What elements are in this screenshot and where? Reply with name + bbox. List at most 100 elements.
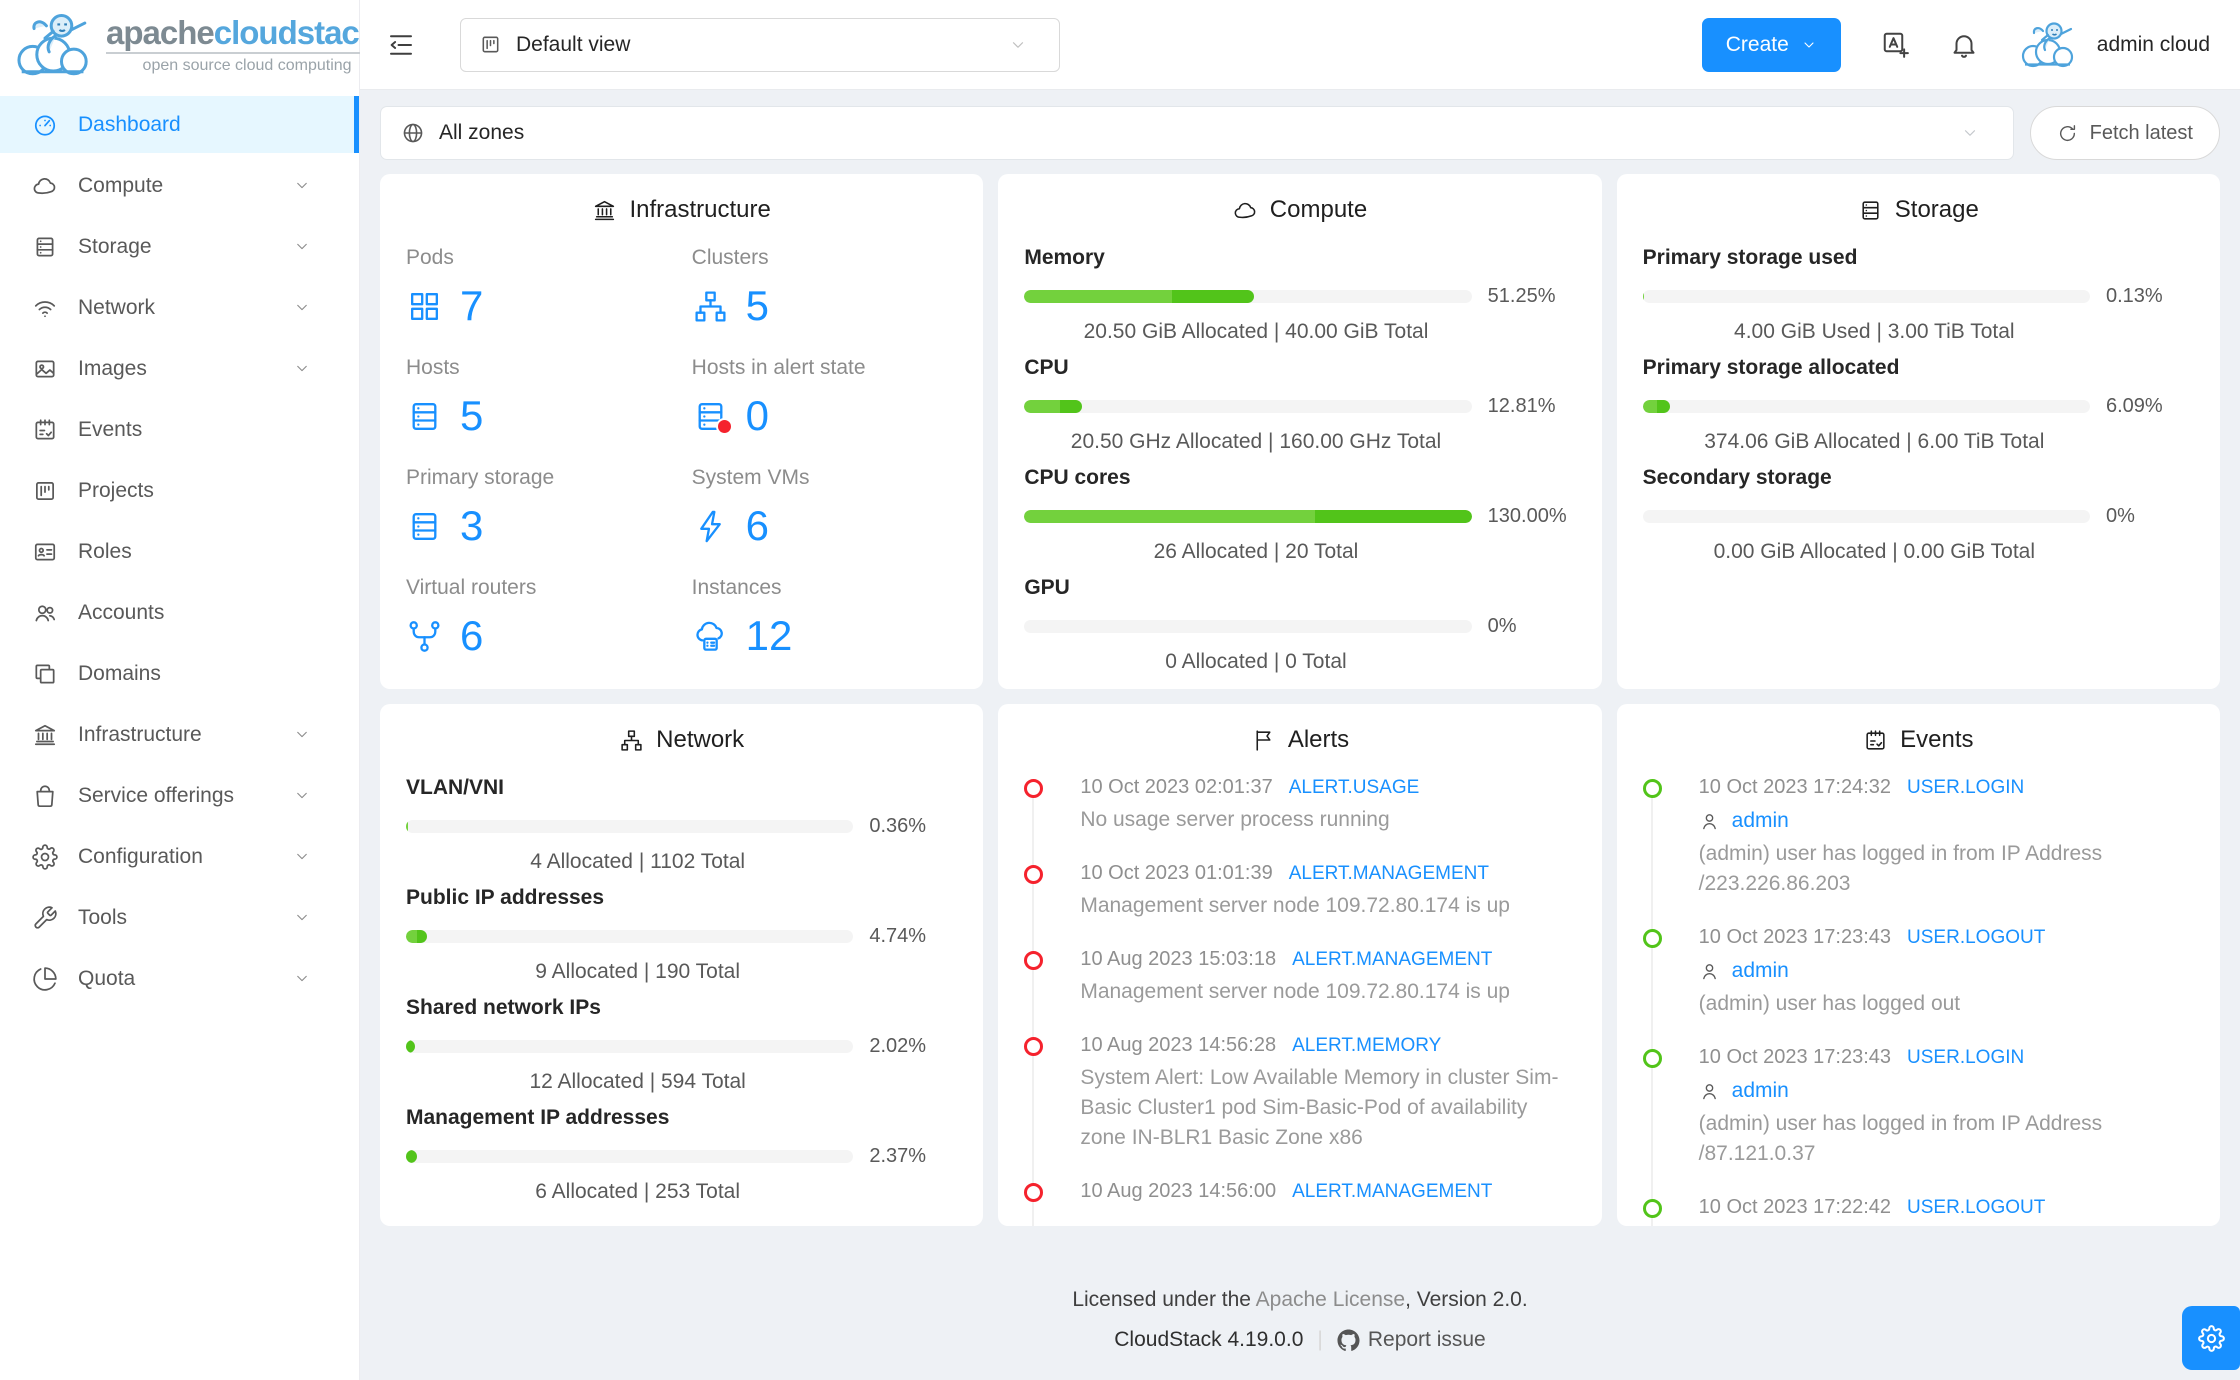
stat-primary-storage: Primary storage 3: [406, 466, 555, 549]
idcard-icon: [32, 539, 58, 565]
event-dot-icon: [1642, 1049, 1662, 1068]
chevron-down-icon: [289, 909, 315, 926]
theme-settings-button[interactable]: [2182, 1306, 2240, 1370]
chevron-down-icon: [289, 970, 315, 987]
stat-instances: Instances 12: [691, 576, 793, 659]
alert-type-link[interactable]: ALERT.MANAGEMENT: [1292, 949, 1493, 970]
chevron-down-icon: [289, 360, 315, 377]
alerts-timeline: 10 Oct 2023 02:01:37 ALERT.USAGE No usage…: [1024, 776, 1575, 1226]
event-type-link[interactable]: USER.LOGOUT: [1907, 927, 2046, 948]
alert-type-link[interactable]: ALERT.MANAGEMENT: [1292, 1181, 1493, 1202]
cluster-icon: [619, 728, 644, 753]
sidebar-item-infrastructure[interactable]: Infrastructure: [0, 706, 359, 763]
stat-primary-storage-value[interactable]: 3: [406, 505, 483, 547]
event-dot-icon: [1642, 1199, 1662, 1218]
chevron-down-icon: [289, 177, 315, 194]
team-icon: [32, 600, 58, 626]
alert-dot-icon: [1024, 951, 1044, 970]
stat-hosts-alert-value[interactable]: 0: [692, 395, 769, 437]
top-header: Default view Create admin cloud: [360, 0, 2240, 90]
notification-bell-icon[interactable]: [1949, 30, 1979, 60]
user-name[interactable]: admin cloud: [2096, 32, 2210, 56]
user-icon: [1699, 961, 1720, 982]
sidebar-item-events[interactable]: Events: [0, 401, 359, 458]
alert-type-link[interactable]: ALERT.MANAGEMENT: [1288, 863, 1489, 884]
dashboard-content: All zones Fetch latest Infrastructure: [360, 90, 2240, 1380]
wrench-icon: [32, 905, 58, 931]
metric-primary-storage-allocated: Primary storage allocated 6.09% 374.06 G…: [1642, 356, 2163, 453]
stat-clusters: Clusters 5: [691, 246, 770, 329]
stat-virtual-routers: Virtual routers 6: [406, 576, 537, 659]
stat-pods-value[interactable]: 7: [406, 285, 483, 327]
alerts-card: Alerts 10 Oct 2023 02:01:37 ALERT.USAGE N…: [998, 704, 1602, 1226]
sidebar-collapse-icon[interactable]: [386, 30, 416, 60]
event-user-link[interactable]: admin: [1731, 809, 1789, 832]
stat-hosts-value[interactable]: 5: [406, 395, 483, 437]
stat-hosts-alert: Hosts in alert state 0: [691, 356, 866, 439]
chevron-down-icon: [1961, 124, 1979, 142]
sidebar-item-tools[interactable]: Tools: [0, 889, 359, 946]
zone-select[interactable]: All zones: [380, 106, 2014, 160]
chevron-down-icon: [289, 848, 315, 865]
metric-vlan: VLAN/VNI 0.36% 4 Allocated | 1102 Total: [406, 776, 927, 873]
stat-system-vms: System VMs 6: [691, 466, 810, 549]
sidebar-item-roles[interactable]: Roles: [0, 523, 359, 580]
chevron-down-icon: [289, 238, 315, 255]
event-type-link[interactable]: USER.LOGIN: [1907, 1047, 2025, 1068]
report-issue-link[interactable]: Report issue: [1337, 1328, 1486, 1352]
shared-ip-progress-bar: [406, 1040, 854, 1053]
sidebar-item-storage[interactable]: Storage: [0, 218, 359, 275]
sidebar-item-compute[interactable]: Compute: [0, 157, 359, 214]
storage-card: Storage Primary storage used 0.13% 4.00 …: [1616, 174, 2220, 689]
sidebar-item-service-offerings[interactable]: Service offerings: [0, 767, 359, 824]
alert-item: 10 Aug 2023 15:03:18 ALERT.MANAGEMENT Man…: [1024, 948, 1575, 1007]
metric-memory: Memory 51.25% 20.50 GiB Allocated | 40.0…: [1024, 246, 1556, 343]
translate-icon[interactable]: [1881, 30, 1911, 60]
license-line: Licensed under the Apache License, Versi…: [1072, 1288, 1528, 1311]
sidebar-item-domains[interactable]: Domains: [0, 645, 359, 702]
chevron-down-icon: [1801, 37, 1817, 53]
sidebar-item-configuration[interactable]: Configuration: [0, 828, 359, 885]
zone-select-value: All zones: [439, 121, 525, 144]
app-logo[interactable]: apachecloudstack™ open source cloud comp…: [0, 0, 389, 90]
stat-clusters-value[interactable]: 5: [692, 285, 769, 327]
create-button[interactable]: Create: [1701, 17, 1841, 72]
event-type-link[interactable]: USER.LOGOUT: [1907, 1197, 2046, 1218]
sidebar-item-network[interactable]: Network: [0, 279, 359, 336]
sidebar-item-quota[interactable]: Quota: [0, 950, 359, 1007]
event-type-link[interactable]: USER.LOGIN: [1907, 777, 2025, 798]
chevron-down-icon: [289, 299, 315, 316]
infrastructure-card: Infrastructure Pods 7 Clusters: [380, 174, 984, 689]
view-select[interactable]: Default view: [460, 17, 1060, 72]
cluster-icon: [692, 288, 729, 325]
picture-icon: [32, 356, 58, 382]
metric-shared-network-ips: Shared network IPs 2.02% 12 Allocated | …: [406, 996, 927, 1093]
fetch-latest-button[interactable]: Fetch latest: [2029, 106, 2220, 160]
sidebar-item-dashboard[interactable]: Dashboard: [0, 96, 359, 153]
sidebar-item-accounts[interactable]: Accounts: [0, 584, 359, 641]
github-icon: [1337, 1329, 1360, 1352]
database-icon: [1858, 198, 1883, 223]
alert-type-link[interactable]: ALERT.MEMORY: [1292, 1035, 1442, 1056]
blocks-icon: [32, 661, 58, 687]
sidebar-item-projects[interactable]: Projects: [0, 462, 359, 519]
network-card-title: Network: [406, 726, 957, 754]
storage-server-icon: [406, 508, 443, 545]
stat-system-vms-value[interactable]: 6: [692, 505, 769, 547]
vlan-progress-bar: [406, 820, 854, 833]
event-user-link[interactable]: admin: [1731, 959, 1789, 982]
event-user-link[interactable]: admin: [1731, 1079, 1789, 1102]
gear-icon: [2198, 1325, 2225, 1352]
apache-license-link[interactable]: Apache License: [1255, 1288, 1406, 1311]
bank-icon: [592, 198, 617, 223]
sidebar-item-images[interactable]: Images: [0, 340, 359, 397]
event-item: 10 Oct 2023 17:22:42 USER.LOGOUT: [1642, 1196, 2194, 1219]
shopping-bag-icon: [32, 783, 58, 809]
alert-type-link[interactable]: ALERT.USAGE: [1288, 777, 1420, 798]
compute-card-title: Compute: [1024, 196, 1575, 224]
primary-used-progress-bar: [1642, 290, 2090, 303]
stat-instances-value[interactable]: 12: [692, 615, 792, 657]
user-avatar[interactable]: [2015, 19, 2085, 71]
stat-virtual-routers-value[interactable]: 6: [406, 615, 483, 657]
